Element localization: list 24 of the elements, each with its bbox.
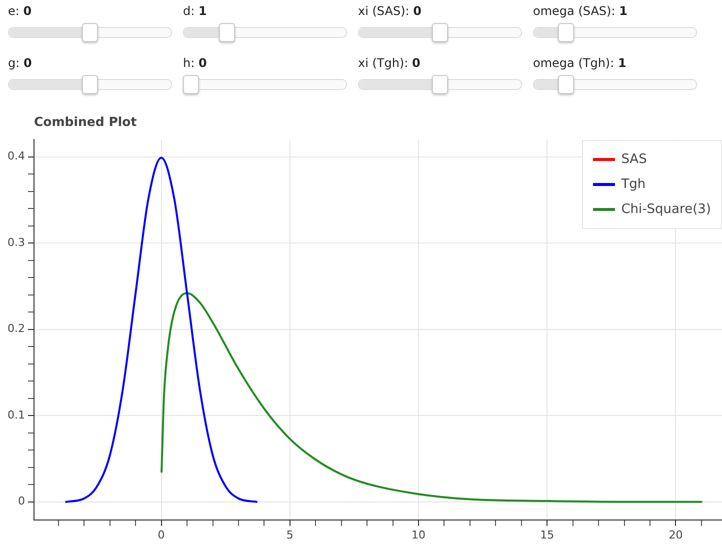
y-tick-label: 0.1: [8, 408, 25, 422]
x-tick-label: 15: [540, 528, 554, 542]
x-tick-label: 20: [668, 528, 683, 542]
text: e: 0: [8, 4, 32, 18]
legend-label: Tgh: [621, 177, 646, 192]
text: g: 0: [8, 56, 32, 70]
text: xi (Tgh): 0: [358, 56, 420, 70]
x-tick-label: 5: [286, 528, 294, 542]
text: omega (SAS): 1: [533, 4, 628, 18]
y-tick-label: 0: [18, 494, 25, 508]
y-tick-label: 0.3: [8, 236, 25, 249]
x-tick-label: 10: [412, 528, 426, 542]
line-series: [160, 292, 702, 503]
legend-label: Chi-Square(3): [621, 202, 711, 217]
x-tick-label: 0: [158, 528, 165, 542]
chart-title: Combined Plot: [34, 114, 137, 129]
y-tick-label: 0.2: [8, 322, 25, 336]
text: omega (Tgh): 1: [533, 56, 626, 70]
y-tick-label: 0.4: [8, 150, 25, 163]
text: d: 1: [183, 4, 207, 18]
text: h: 0: [183, 56, 207, 70]
legend-label: SAS: [621, 152, 647, 167]
text: xi (SAS): 0: [358, 4, 422, 18]
line-series: [65, 156, 258, 503]
